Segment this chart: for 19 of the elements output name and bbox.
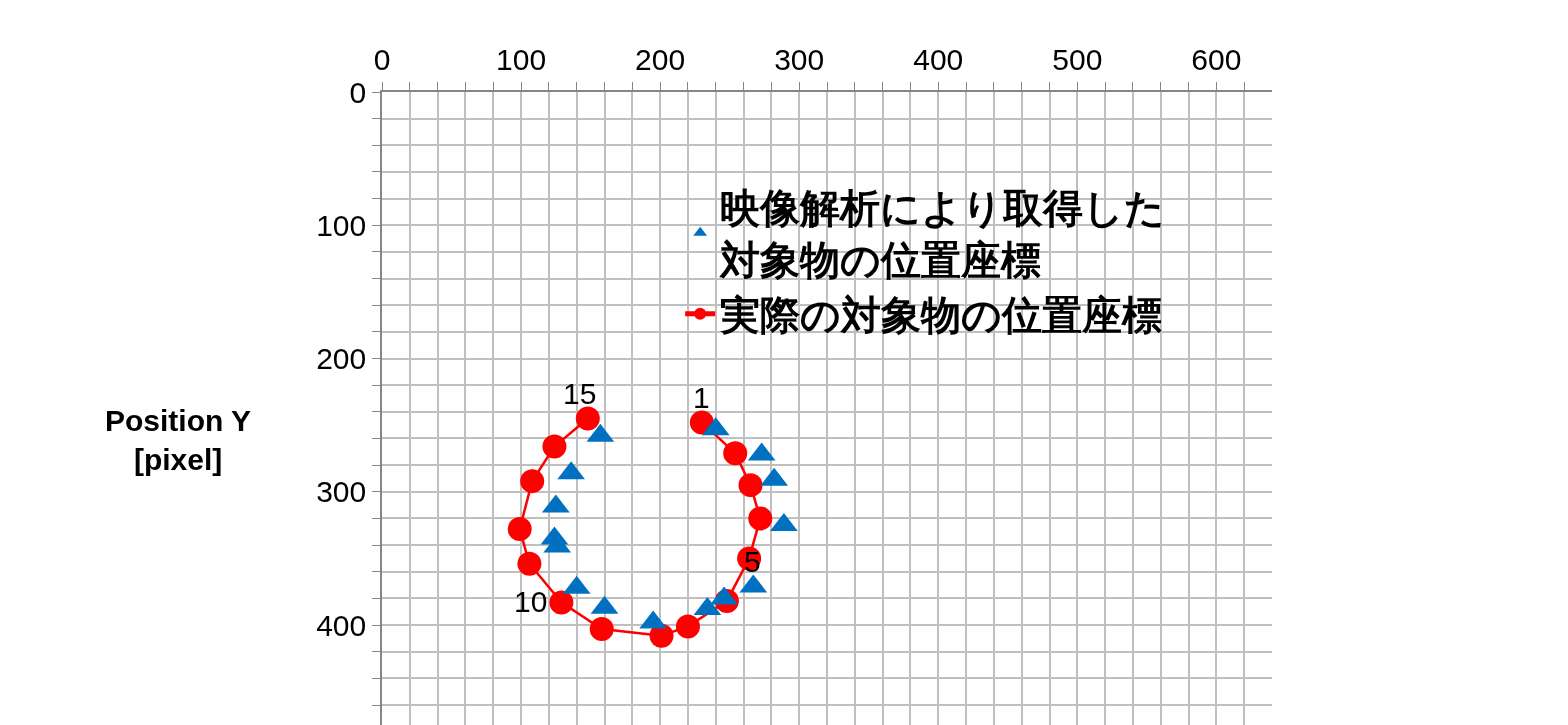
- x-tick-label: 400: [913, 43, 964, 77]
- y-tick-label: 300: [316, 475, 367, 509]
- y-axis-title: Position Y [pixel]: [105, 404, 252, 476]
- x-tick-label: 0: [373, 43, 391, 77]
- annotation: 10: [514, 585, 548, 618]
- x-tick-label: 100: [496, 43, 547, 77]
- x-tick-label: 300: [774, 43, 825, 77]
- annotation: 5: [744, 545, 761, 578]
- x-tick-label: 600: [1191, 43, 1242, 77]
- annotation: 15: [563, 377, 597, 410]
- y-tick-label: 200: [316, 342, 367, 376]
- legend-label: 実際の対象物の位置座標: [719, 293, 1163, 338]
- x-tick-label: 200: [635, 43, 686, 77]
- annotation: 1: [693, 381, 710, 414]
- y-tick-label: 400: [316, 608, 367, 642]
- legend-label: 映像解析により取得した対象物の位置座標: [719, 186, 1166, 283]
- y-tick-label: 0: [349, 75, 367, 109]
- y-tick-label: 100: [316, 208, 367, 242]
- x-tick-label: 500: [1052, 43, 1103, 77]
